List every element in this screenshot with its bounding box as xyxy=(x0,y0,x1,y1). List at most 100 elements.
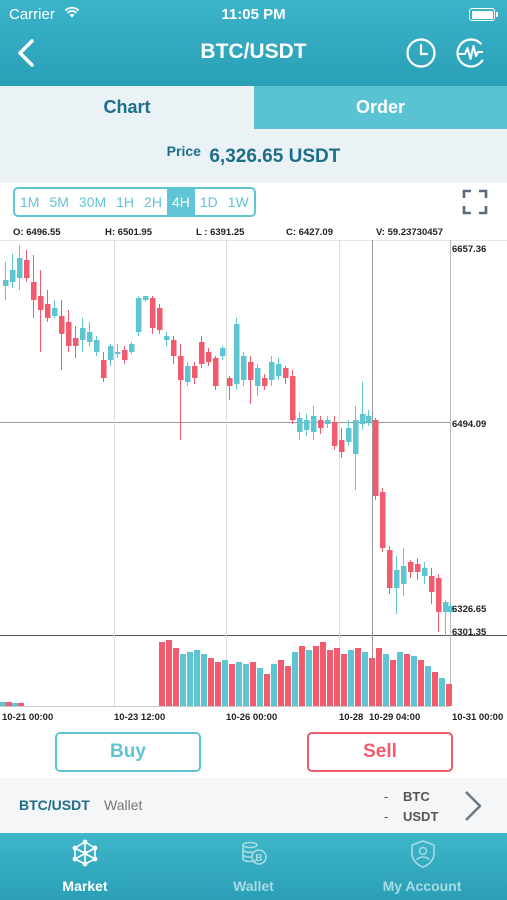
volume-bar xyxy=(425,666,431,706)
candle-body xyxy=(353,420,359,454)
candle-body xyxy=(429,576,435,592)
candle xyxy=(408,560,414,578)
tab-my-account[interactable]: My Account xyxy=(337,833,507,900)
candle-body xyxy=(220,348,226,356)
volume-bar xyxy=(222,660,228,706)
sell-button[interactable]: Sell xyxy=(307,732,453,772)
candle xyxy=(24,250,30,282)
candle xyxy=(380,488,386,552)
volume-bar xyxy=(299,646,305,706)
volume-bar xyxy=(173,648,179,706)
candle-body xyxy=(227,378,233,386)
timeframe-5m[interactable]: 5M xyxy=(49,194,69,210)
pulse-icon[interactable] xyxy=(455,37,487,69)
candle xyxy=(59,300,65,370)
candle xyxy=(339,428,345,458)
timeframe-1w[interactable]: 1W xyxy=(227,194,249,210)
volume-bar xyxy=(180,654,186,706)
candle-body xyxy=(129,344,135,352)
page-title: BTC/USDT xyxy=(200,40,307,63)
timeframe-1d[interactable]: 1D xyxy=(199,194,218,210)
x-tick-1029: 10-29 04:00 xyxy=(369,712,420,723)
volume-bar xyxy=(159,642,165,706)
candle xyxy=(234,318,240,390)
candle xyxy=(171,336,177,364)
expand-icon[interactable] xyxy=(462,189,488,215)
candle xyxy=(387,546,393,594)
back-icon[interactable] xyxy=(15,38,37,68)
candle xyxy=(115,344,121,358)
timeframe-1m[interactable]: 1M xyxy=(20,194,40,210)
wallet-label: Wallet xyxy=(104,797,143,813)
candle xyxy=(17,245,23,290)
candle-body xyxy=(394,570,400,588)
chart-axes: 6657.36 6494.09 6326.65 6301.35 10-21 00… xyxy=(2,244,503,723)
candlestick-chart[interactable]: 6657.36 6494.09 6326.65 6301.35 10-21 00… xyxy=(0,240,507,730)
candle xyxy=(94,336,100,356)
network-icon xyxy=(72,839,98,867)
candle-body xyxy=(339,440,345,452)
candle xyxy=(178,344,184,440)
timeframe-1h[interactable]: 1H xyxy=(116,194,135,210)
tab-wallet[interactable]: B Wallet xyxy=(170,833,337,900)
candle-body xyxy=(115,352,121,354)
candle-body xyxy=(415,564,421,572)
tab-chart[interactable]: Chart xyxy=(0,86,254,129)
candle-body xyxy=(66,322,72,346)
candle-body xyxy=(401,566,407,584)
timeframe-30m[interactable]: 30M xyxy=(78,194,107,210)
candle xyxy=(52,300,58,318)
candle xyxy=(401,548,407,596)
candle xyxy=(318,416,324,434)
price-label: Price xyxy=(166,143,201,159)
candle xyxy=(129,342,135,354)
candle xyxy=(443,600,449,636)
candle xyxy=(311,406,317,440)
x-tick-1028: 10-28 xyxy=(339,712,363,723)
timeframe-2h[interactable]: 2H xyxy=(144,194,162,210)
candles xyxy=(3,245,454,636)
tab-market-label: Market xyxy=(62,878,108,894)
candle xyxy=(3,262,9,300)
candle-body xyxy=(304,420,310,430)
candle xyxy=(164,332,170,346)
chevron-right-icon[interactable] xyxy=(462,789,484,823)
x-tick-1031: 10-31 00:00 xyxy=(452,712,503,723)
battery-tip xyxy=(496,12,498,17)
candle xyxy=(108,344,114,366)
ohlc-readout: O: 6496.55 H: 6501.95 L : 6391.25 C: 642… xyxy=(0,225,507,241)
ohlc-close: C: 6427.09 xyxy=(286,227,334,238)
volume-bar xyxy=(187,652,193,706)
candle xyxy=(66,310,72,352)
coins-icon-glyph: B xyxy=(255,853,262,864)
volume-bar xyxy=(215,662,221,706)
clock-icon[interactable] xyxy=(405,37,437,69)
candle-body xyxy=(199,342,205,364)
x-tick-1021: 10-21 00:00 xyxy=(2,712,53,723)
wallet-row[interactable]: BTC/USDT Wallet - BTC - USDT xyxy=(0,778,507,833)
y-tick-6301: 6301.35 xyxy=(452,627,487,638)
candle-body xyxy=(373,420,379,496)
volume-bar xyxy=(0,702,6,706)
volume-bar xyxy=(201,654,207,706)
volume-bar xyxy=(383,654,389,706)
tab-order[interactable]: Order xyxy=(254,86,507,129)
candle-body xyxy=(422,568,428,576)
volume-bar xyxy=(278,660,284,706)
candle-body xyxy=(80,328,86,340)
candle-body xyxy=(448,606,454,612)
candle xyxy=(360,382,366,430)
candle-body xyxy=(24,260,30,278)
volume-bar xyxy=(404,654,410,706)
buy-button[interactable]: Buy xyxy=(55,732,201,772)
candle-body xyxy=(171,340,177,356)
volume-bar xyxy=(12,703,18,706)
candle-body xyxy=(408,562,414,572)
candle xyxy=(436,574,442,632)
y-tick-6326: 6326.65 xyxy=(452,604,487,615)
volume-bars xyxy=(0,640,452,706)
timeframe-4h[interactable]: 4H xyxy=(166,189,195,215)
tab-my-account-label: My Account xyxy=(382,878,462,894)
tab-market[interactable]: Market xyxy=(0,833,170,900)
volume-bar xyxy=(292,652,298,706)
